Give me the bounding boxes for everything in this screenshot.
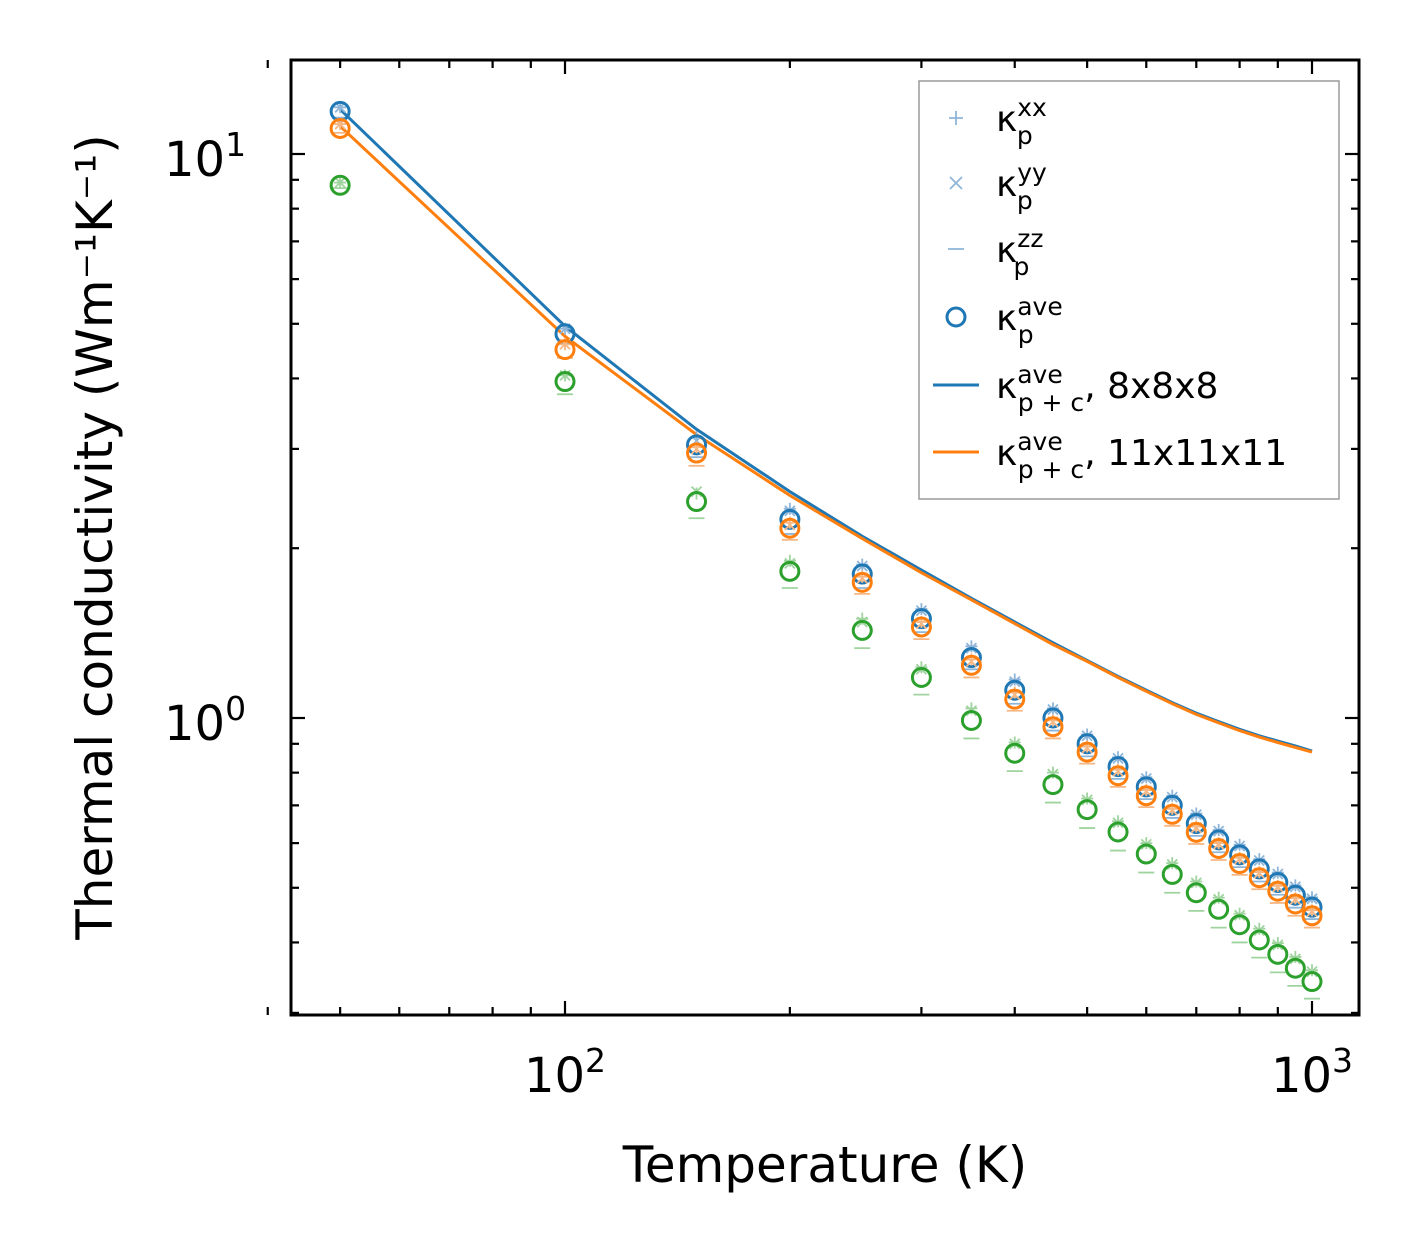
marker-xx-green: [1112, 815, 1125, 828]
marker-ave-orange: [1107, 765, 1129, 787]
marker-xx-green: [1271, 937, 1284, 950]
marker-yy-orange: [784, 519, 796, 531]
legend-label: κyy p: [996, 158, 1047, 215]
legend-label: κzz p: [996, 224, 1043, 281]
marker-ave-orange: [779, 517, 801, 539]
marker-xx-green: [783, 554, 796, 567]
marker-ave-blue: [851, 563, 873, 585]
marker-ave-green: [1301, 971, 1323, 993]
x-tick-label: 103: [1271, 1041, 1353, 1104]
marker-ave-orange: [329, 117, 351, 139]
y-tick-label: 100: [164, 689, 246, 752]
legend-marker-circle: [945, 306, 967, 328]
marker-ave-orange: [1301, 905, 1323, 927]
legend-label: κave p + c, 11x11x11: [996, 427, 1287, 484]
legend-marker-plus: [949, 111, 963, 125]
marker-xx-green: [1306, 964, 1318, 977]
marker-ave-green: [1135, 843, 1157, 865]
marker-xx-blue: [1008, 673, 1021, 686]
marker-ave-blue: [960, 647, 982, 669]
marker-ave-green: [1004, 742, 1026, 764]
legend-label: κave p + c, 8x8x8: [996, 360, 1218, 417]
marker-yy-orange: [915, 617, 928, 630]
y-axis-label-title: Thermal conductivity: [66, 411, 124, 941]
marker-ave-green: [779, 560, 801, 582]
marker-ave-orange: [1229, 853, 1251, 875]
marker-ave-green: [1208, 898, 1230, 920]
marker-ave-green: [1076, 799, 1098, 821]
tick-labels: 102 103 100 101: [164, 125, 1353, 1104]
legend-frame: [918, 80, 1340, 500]
y-axis-label-units: (Wm⁻¹K⁻¹): [66, 134, 124, 397]
marker-ave-orange: [1248, 867, 1270, 889]
marker-ave-orange: [1161, 803, 1183, 825]
marker-ave-green: [851, 619, 873, 641]
fit-line-orange: [339, 125, 1313, 754]
marker-ave-orange: [1185, 821, 1207, 843]
marker-ave-green: [686, 491, 708, 513]
marker-ave-green: [1248, 929, 1270, 951]
y-axis-label: Thermal conductivity (Wm⁻¹K⁻¹): [66, 134, 124, 941]
x-tick-label: 102: [524, 1041, 606, 1104]
marker-ave-orange: [554, 339, 576, 361]
marker-xx-blue: [783, 502, 796, 515]
x-axis-label: Temperature (K): [622, 1136, 1027, 1194]
marker-ave-blue: [1004, 679, 1026, 701]
marker-ave-orange: [1042, 716, 1064, 738]
marker-ave-orange: [1076, 741, 1098, 763]
legend: κxx p κyy p κzz p κave p κave p + c, 8x8x8 κave p +…: [918, 80, 1340, 500]
marker-ave-orange: [1208, 837, 1230, 859]
marker-xx-green: [1190, 875, 1203, 888]
marker-ave-green: [554, 371, 576, 393]
marker-ave-green: [1229, 914, 1251, 936]
marker-ave-orange: [686, 442, 708, 464]
marker-xx-blue: [965, 640, 978, 653]
marker-ave-green: [1107, 821, 1129, 843]
marker-ave-green: [910, 666, 932, 688]
marker-ave-orange: [1267, 880, 1289, 902]
plot-frame: [289, 58, 1361, 1017]
legend-label: κave p: [996, 292, 1063, 349]
marker-yy-green: [334, 176, 346, 189]
marker-ave-green: [960, 709, 982, 731]
marker-ave-green: [1185, 882, 1207, 904]
marker-ave-orange: [851, 571, 873, 593]
data-points: [329, 100, 1323, 1000]
marker-ave-green: [1267, 943, 1289, 965]
marker-ave-green: [1042, 774, 1064, 796]
marker-ave-orange: [1284, 893, 1306, 915]
marker-ave-blue: [1042, 707, 1064, 729]
marker-ave-blue: [686, 434, 708, 456]
marker-xx-green: [1212, 891, 1225, 904]
marker-ave-green: [1161, 863, 1183, 885]
fit-lines: [339, 108, 1313, 754]
marker-xx-green: [1081, 792, 1094, 805]
marker-xx-green: [1289, 950, 1302, 963]
marker-ave-green: [1284, 957, 1306, 979]
marker-xx-green: [1008, 736, 1021, 749]
marker-ave-orange: [960, 654, 982, 676]
legend-label: κxx p: [996, 93, 1047, 150]
marker-xx-green: [1233, 907, 1246, 920]
marker-xx-green: [1253, 922, 1266, 935]
y-tick-label: 101: [164, 125, 246, 188]
legend-marker-cross: [949, 176, 963, 190]
marker-xx-green: [1166, 857, 1179, 870]
marker-ave-orange: [1135, 785, 1157, 807]
marker-ave-orange: [910, 616, 932, 638]
marker-ave-blue: [1076, 733, 1098, 755]
marker-ave-orange: [1004, 688, 1026, 710]
marker-ave-green: [329, 174, 351, 196]
